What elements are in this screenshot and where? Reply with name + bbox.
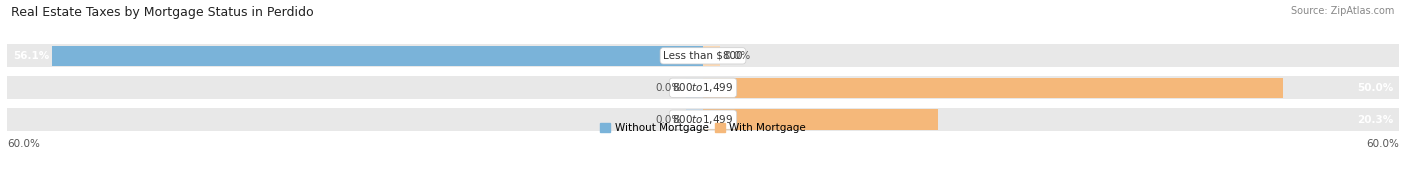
- Legend: Without Mortgage, With Mortgage: Without Mortgage, With Mortgage: [596, 119, 810, 137]
- Bar: [7, 108, 703, 131]
- Bar: [52, 46, 703, 66]
- Text: 0.0%: 0.0%: [655, 115, 682, 125]
- Bar: [703, 78, 1282, 98]
- Text: 0.0%: 0.0%: [724, 51, 751, 61]
- Text: 0.0%: 0.0%: [655, 83, 682, 93]
- Text: Less than $800: Less than $800: [664, 51, 742, 61]
- Text: 60.0%: 60.0%: [1367, 139, 1399, 149]
- Bar: [7, 76, 703, 99]
- Bar: [686, 78, 703, 98]
- Bar: [7, 44, 703, 67]
- Text: $800 to $1,499: $800 to $1,499: [672, 81, 734, 94]
- Text: Source: ZipAtlas.com: Source: ZipAtlas.com: [1291, 6, 1395, 16]
- Bar: [703, 76, 1399, 99]
- Text: $800 to $1,499: $800 to $1,499: [672, 113, 734, 126]
- Bar: [703, 108, 1399, 131]
- Text: 56.1%: 56.1%: [13, 51, 49, 61]
- Bar: [686, 109, 703, 130]
- Bar: [703, 44, 1399, 67]
- Text: Real Estate Taxes by Mortgage Status in Perdido: Real Estate Taxes by Mortgage Status in …: [11, 6, 314, 19]
- Bar: [703, 109, 938, 130]
- Text: 60.0%: 60.0%: [7, 139, 39, 149]
- Text: 50.0%: 50.0%: [1357, 83, 1393, 93]
- Text: 20.3%: 20.3%: [1357, 115, 1393, 125]
- Bar: [703, 46, 720, 66]
